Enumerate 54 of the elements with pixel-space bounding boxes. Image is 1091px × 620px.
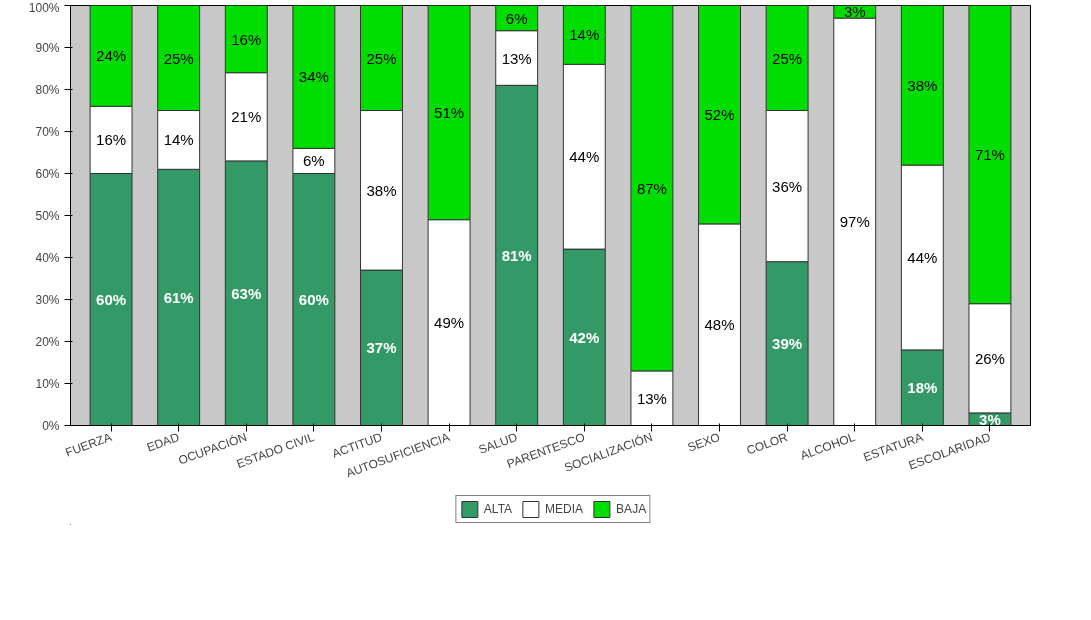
data-label: 25% xyxy=(366,49,397,67)
data-label: 97% xyxy=(839,213,870,231)
data-label: 3% xyxy=(979,410,1001,428)
legend-label: BAJA xyxy=(616,502,647,516)
y-tick-label: 0% xyxy=(42,418,60,433)
data-label: 60% xyxy=(298,291,329,308)
data-label: 13% xyxy=(501,49,532,67)
data-label: 71% xyxy=(974,146,1005,164)
data-label: 48% xyxy=(704,316,735,334)
data-label: 39% xyxy=(772,335,803,353)
legend-label: MEDIA xyxy=(545,502,584,516)
data-label: 63% xyxy=(231,284,262,302)
x-tick-label: EDAD xyxy=(144,429,182,455)
data-label: 81% xyxy=(501,246,532,264)
legend-label: ALTA xyxy=(483,502,513,516)
y-tick-label: 100% xyxy=(28,0,60,15)
data-label: 38% xyxy=(366,181,397,199)
x-tick-label: SEXO xyxy=(685,429,722,455)
y-tick-label: 20% xyxy=(35,334,60,349)
data-label: 25% xyxy=(772,49,803,67)
y-tick-label: 30% xyxy=(35,292,60,307)
data-label: 21% xyxy=(231,108,262,126)
data-label: 60% xyxy=(96,291,127,308)
data-label: 16% xyxy=(231,30,262,48)
data-label: 87% xyxy=(636,179,667,197)
data-label: 6% xyxy=(303,152,325,170)
data-label: 61% xyxy=(163,288,194,306)
y-tick-label: 40% xyxy=(35,250,60,265)
y-tick-label: 70% xyxy=(35,124,60,139)
data-label: 25% xyxy=(163,49,194,67)
data-label: 16% xyxy=(96,131,127,149)
data-label: 14% xyxy=(163,131,194,149)
data-label: 18% xyxy=(907,379,938,397)
data-label: 26% xyxy=(974,349,1005,367)
data-label: 37% xyxy=(366,339,397,357)
data-label: 3% xyxy=(843,3,866,21)
data-label: 36% xyxy=(772,177,803,195)
y-tick-label: 10% xyxy=(35,376,60,391)
y-tick-label: 50% xyxy=(35,208,60,223)
data-label: 24% xyxy=(96,47,127,65)
data-label: 13% xyxy=(636,389,667,407)
data-label: 51% xyxy=(434,104,465,122)
data-label: 44% xyxy=(907,249,938,266)
data-label: 6% xyxy=(505,9,528,27)
data-label: 49% xyxy=(434,314,465,332)
y-tick-label: 80% xyxy=(35,82,60,97)
data-label: 44% xyxy=(569,148,600,166)
data-label: 34% xyxy=(298,68,329,86)
data-label: 38% xyxy=(907,76,938,94)
y-tick-label: 60% xyxy=(35,166,60,181)
y-tick-label: 90% xyxy=(35,40,60,55)
data-label: 42% xyxy=(569,328,600,346)
data-label: 52% xyxy=(704,106,735,124)
data-label: 14% xyxy=(569,26,600,44)
